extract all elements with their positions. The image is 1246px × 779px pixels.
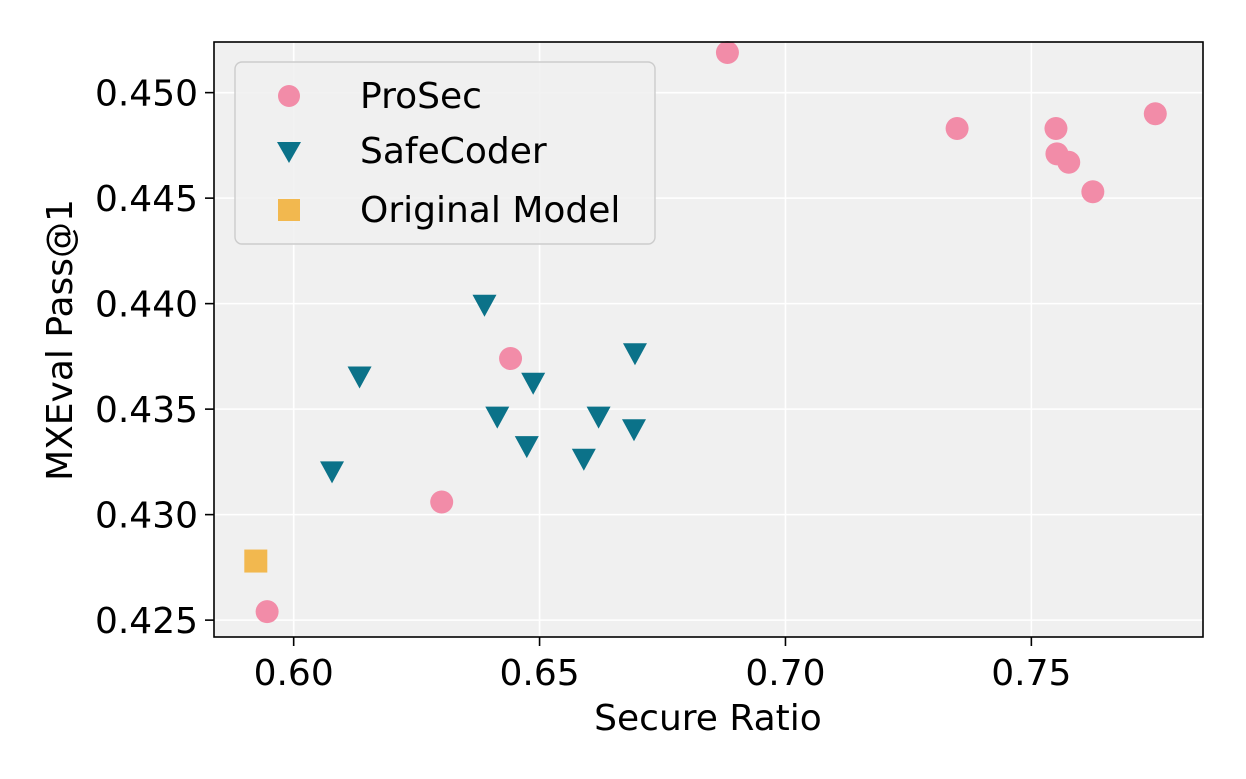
prosec-point xyxy=(1044,117,1068,141)
safecoder-point xyxy=(514,436,539,459)
x-tick-label: 0.75 xyxy=(991,653,1071,694)
safecoder-point xyxy=(472,294,497,317)
prosec-point xyxy=(255,600,279,624)
x-tick-label: 0.65 xyxy=(499,653,579,694)
y-tick-label: 0.435 xyxy=(95,390,198,431)
x-tick-label: 0.60 xyxy=(254,653,334,694)
legend-original-label: Original Model xyxy=(360,190,620,231)
legend-box xyxy=(234,61,656,245)
legend-original-marker xyxy=(278,199,300,221)
safecoder-point xyxy=(347,366,372,389)
prosec-point xyxy=(945,117,969,141)
y-tick-label: 0.430 xyxy=(95,496,198,537)
safecoder-point xyxy=(485,406,510,429)
safecoder-point xyxy=(571,448,596,471)
original-model-point xyxy=(244,549,268,573)
legend-prosec-marker xyxy=(278,85,300,107)
y-tick-label: 0.425 xyxy=(95,601,198,642)
safecoder-point xyxy=(521,372,546,395)
prosec-point xyxy=(430,490,454,514)
prosec-point xyxy=(715,41,739,65)
x-tick-label: 0.70 xyxy=(745,653,825,694)
y-tick-label: 0.445 xyxy=(95,179,198,220)
y-tick-label: 0.450 xyxy=(95,74,198,115)
prosec-point xyxy=(1143,102,1167,126)
legend-safecoder-marker xyxy=(277,142,301,163)
safecoder-point xyxy=(622,343,647,366)
prosec-point xyxy=(1057,150,1081,174)
y-axis-label: MXEval Pass@1 xyxy=(40,199,81,481)
legend: ProSec SafeCoder Original Model xyxy=(234,61,656,245)
x-axis: 0.60 0.65 0.70 0.75 xyxy=(254,637,1071,694)
y-tick-label: 0.440 xyxy=(95,285,198,326)
legend-safecoder-label: SafeCoder xyxy=(360,131,547,172)
legend-prosec-label: ProSec xyxy=(360,76,482,117)
prosec-point xyxy=(499,346,523,370)
prosec-point xyxy=(1081,180,1105,204)
safecoder-point xyxy=(586,406,611,429)
safecoder-point xyxy=(320,461,345,484)
plot-frame xyxy=(213,41,1204,638)
safecoder-point xyxy=(621,419,646,442)
y-axis: 0.425 0.430 0.435 0.440 0.445 0.450 xyxy=(95,74,214,642)
data-points xyxy=(244,41,1167,624)
x-axis-label: Secure Ratio xyxy=(594,698,822,739)
